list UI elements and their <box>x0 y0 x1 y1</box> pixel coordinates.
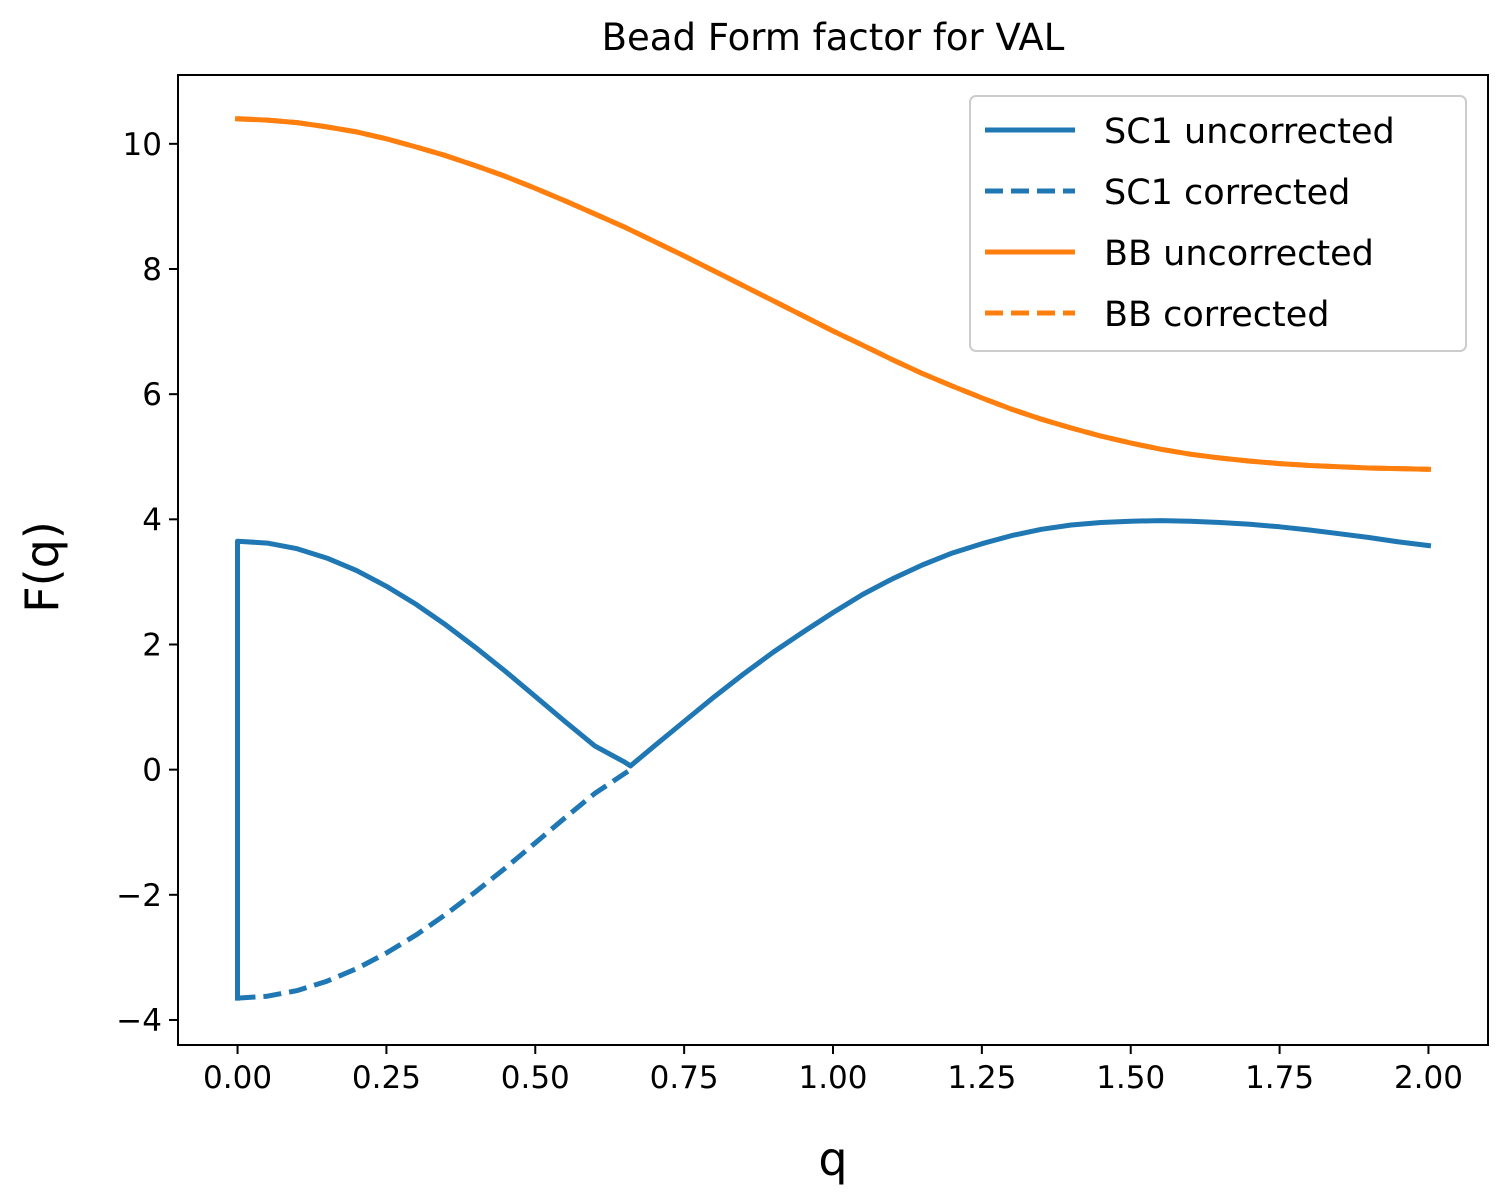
legend-label: BB uncorrected <box>1104 234 1374 274</box>
legend-label: BB corrected <box>1104 295 1329 335</box>
legend-box <box>969 95 1467 352</box>
x-tick-label: 1.00 <box>798 1060 867 1096</box>
x-tick-label: 1.50 <box>1096 1060 1165 1096</box>
y-tick-label: 10 <box>123 127 162 163</box>
series-line-2 <box>237 767 632 1001</box>
legend-label: SC1 corrected <box>1104 173 1350 213</box>
y-tick-label: −2 <box>116 878 162 914</box>
x-axis-title: q <box>818 1132 847 1186</box>
x-tick-label: 1.75 <box>1245 1060 1314 1096</box>
x-axis: 0.00 0.25 0.50 0.75 1.00 1.25 1.50 1.75 2.00 <box>203 1045 1463 1096</box>
legend-label: SC1 uncorrected <box>1104 112 1395 152</box>
y-axis-title: F(q) <box>15 521 69 613</box>
y-tick-label: 2 <box>142 627 162 663</box>
x-tick-label: 0.75 <box>650 1060 719 1096</box>
y-axis: −4 −2 0 2 4 6 8 10 <box>116 127 178 1039</box>
series-line-4 <box>237 116 1429 472</box>
y-tick-label: −4 <box>116 1003 162 1039</box>
x-tick-label: 1.25 <box>947 1060 1016 1096</box>
x-tick-label: 2.00 <box>1394 1060 1463 1096</box>
series-line-1 <box>235 518 1432 1001</box>
chart-title: Bead Form factor for VAL <box>602 16 1065 59</box>
x-tick-label: 0.00 <box>203 1060 272 1096</box>
x-tick-label: 0.25 <box>352 1060 421 1096</box>
y-tick-label: 4 <box>142 502 162 538</box>
y-tick-label: 6 <box>142 377 162 413</box>
x-tick-label: 0.50 <box>501 1060 570 1096</box>
series-layer <box>234 116 1432 1001</box>
y-tick-label: 8 <box>142 252 162 288</box>
legend: SC1 uncorrected SC1 corrected BB uncorrect… <box>969 95 1467 352</box>
y-tick-label: 0 <box>142 753 162 789</box>
